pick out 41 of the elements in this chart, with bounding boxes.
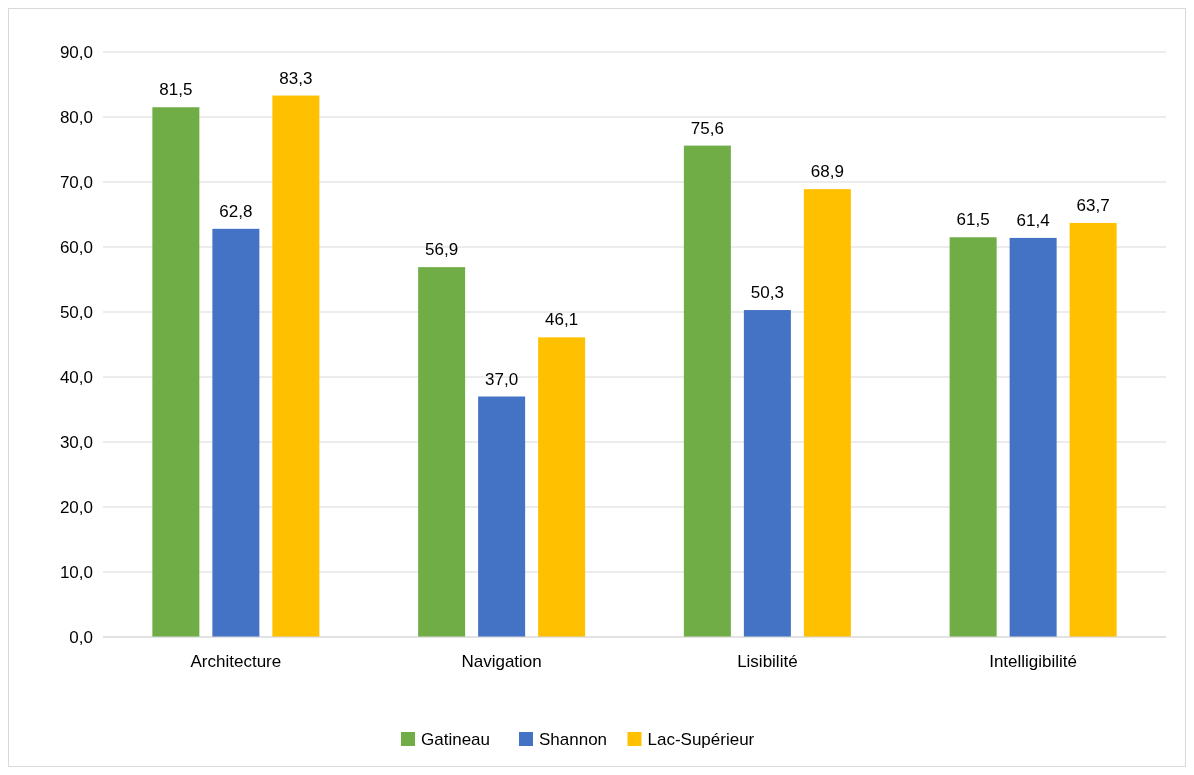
data-label: 37,0: [485, 369, 519, 389]
y-tick-label: 10,0: [59, 562, 93, 582]
data-label: 50,3: [750, 283, 784, 303]
data-label: 75,6: [690, 118, 724, 138]
bar: [538, 337, 586, 637]
bar: [418, 267, 466, 637]
x-tick-label: Intelligibilité: [989, 652, 1078, 671]
y-tick-label: 40,0: [59, 367, 93, 387]
bar: [272, 95, 320, 637]
x-tick-label: Navigation: [461, 652, 542, 671]
bar: [743, 310, 791, 637]
bar: [212, 228, 260, 637]
data-label: 62,8: [219, 201, 253, 221]
data-label: 46,1: [545, 310, 579, 330]
x-tick-label: Lisibilité: [737, 652, 798, 671]
y-tick-label: 50,0: [59, 302, 93, 322]
data-label: 63,7: [1076, 195, 1110, 215]
legend-label: Shannon: [539, 729, 608, 749]
y-tick-label: 70,0: [59, 172, 93, 192]
bar: [803, 189, 851, 637]
y-tick-label: 90,0: [59, 42, 93, 62]
data-label: 56,9: [425, 240, 459, 260]
bar: [152, 107, 200, 637]
y-tick-label: 80,0: [59, 107, 93, 127]
legend-label: Gatineau: [421, 729, 490, 749]
bar: [1009, 237, 1057, 637]
bar: [949, 237, 997, 637]
y-tick-label: 30,0: [59, 432, 93, 452]
data-label: 61,5: [956, 210, 990, 230]
data-label: 81,5: [159, 80, 193, 100]
bar: [1069, 222, 1117, 637]
data-label: 68,9: [810, 162, 844, 182]
y-tick-label: 0,0: [69, 627, 93, 647]
y-tick-label: 60,0: [59, 237, 93, 257]
y-tick-label: 20,0: [59, 497, 93, 517]
legend-label: Lac-Supérieur: [647, 729, 755, 749]
data-label: 83,3: [279, 68, 313, 88]
bar: [478, 396, 526, 637]
bar: [683, 145, 731, 637]
data-label: 61,4: [1016, 210, 1050, 230]
x-tick-label: Architecture: [190, 652, 282, 671]
